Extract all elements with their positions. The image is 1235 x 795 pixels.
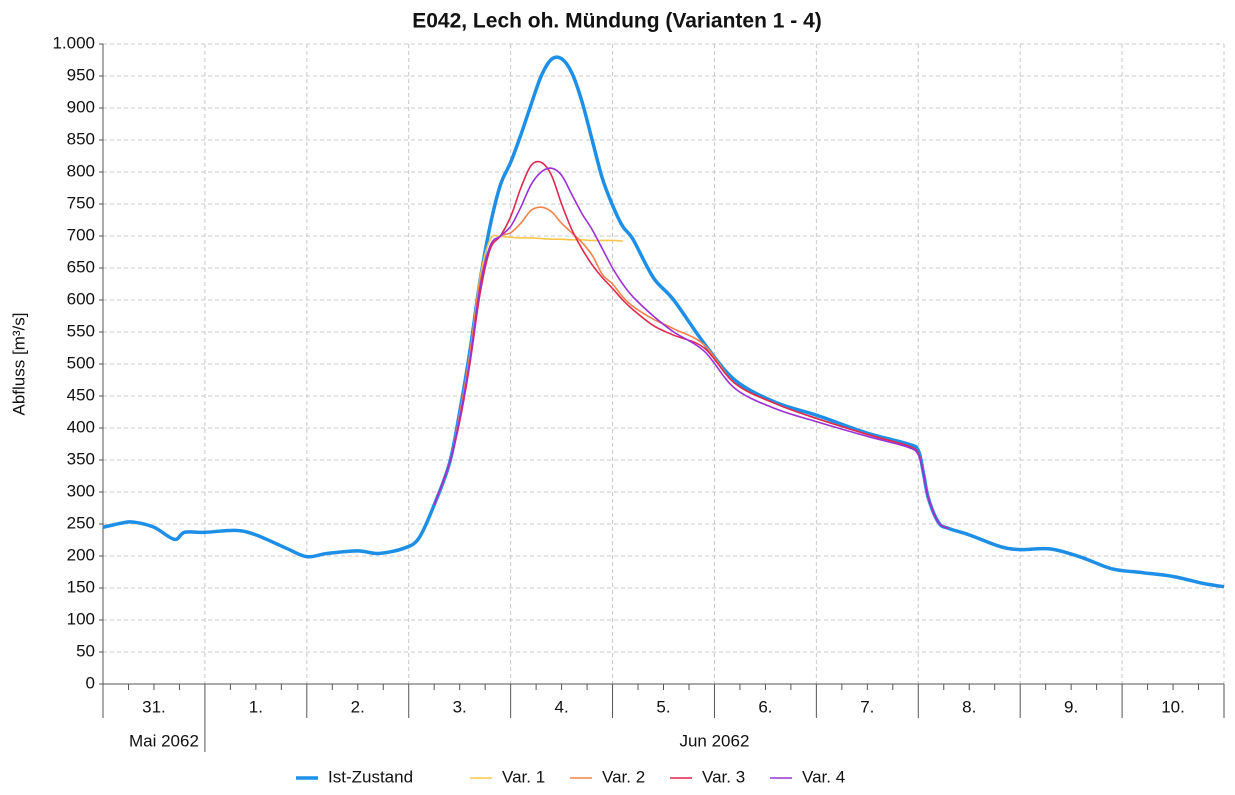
y-tick-label: 850 [67, 129, 95, 148]
y-axis-label: Abfluss [m³/s] [9, 313, 28, 416]
y-tick-label: 500 [67, 353, 95, 372]
x-tick-label: 31. [142, 697, 166, 716]
legend-label: Var. 3 [702, 767, 745, 786]
y-tick-label: 200 [67, 545, 95, 564]
legend-label: Ist-Zustand [328, 767, 413, 786]
x-tick-label: 7. [860, 697, 874, 716]
legend-label: Var. 2 [602, 767, 645, 786]
period-label: Mai 2062 [129, 731, 199, 750]
series-line [433, 160, 950, 530]
x-tick-label: 2. [351, 697, 365, 716]
x-tick-label: 5. [656, 697, 670, 716]
x-tick-label: 9. [1064, 697, 1078, 716]
y-tick-label: 900 [67, 97, 95, 116]
series-line [433, 206, 950, 530]
y-tick-label: 750 [67, 193, 95, 212]
y-tick-label: 400 [67, 417, 95, 436]
x-tick-label: 4. [554, 697, 568, 716]
y-tick-label: 150 [67, 577, 95, 596]
legend-label: Var. 4 [802, 767, 845, 786]
x-tick-label: 8. [962, 697, 976, 716]
y-tick-label: 350 [67, 449, 95, 468]
x-tick-label: 6. [758, 697, 772, 716]
y-tick-label: 950 [67, 65, 95, 84]
y-tick-label: 450 [67, 385, 95, 404]
y-tick-label: 700 [67, 225, 95, 244]
chart-title: E042, Lech oh. Mündung (Varianten 1 - 4) [412, 10, 822, 33]
y-tick-label: 0 [86, 673, 95, 692]
y-tick-label: 300 [67, 481, 95, 500]
y-tick-label: 800 [67, 161, 95, 180]
legend-label: Var. 1 [502, 767, 545, 786]
y-tick-label: 100 [67, 609, 95, 628]
y-tick-label: 50 [76, 641, 95, 660]
y-tick-label: 1.000 [52, 33, 95, 52]
y-tick-label: 600 [67, 289, 95, 308]
y-tick-label: 650 [67, 257, 95, 276]
y-tick-label: 250 [67, 513, 95, 532]
y-tick-label: 550 [67, 321, 95, 340]
series-line [433, 167, 950, 530]
period-label: Jun 2062 [679, 731, 749, 750]
x-tick-label: 10. [1161, 697, 1185, 716]
series-line [102, 55, 1225, 589]
x-tick-label: 1. [249, 697, 263, 716]
x-tick-label: 3. [453, 697, 467, 716]
series-line [433, 234, 623, 506]
